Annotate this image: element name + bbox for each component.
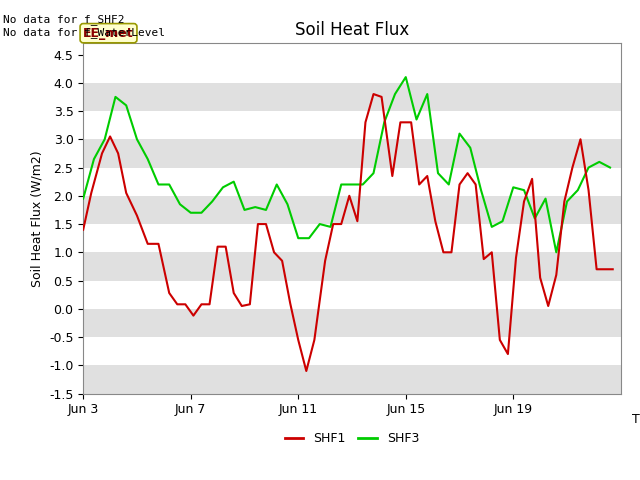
Bar bbox=[83, 309, 621, 337]
Bar bbox=[83, 139, 621, 168]
Bar bbox=[83, 365, 621, 394]
Bar bbox=[83, 252, 621, 281]
Bar bbox=[83, 196, 621, 224]
Legend: SHF1, SHF3: SHF1, SHF3 bbox=[280, 427, 424, 450]
Text: No data for f_SHF2
No data for f_WaterLevel: No data for f_SHF2 No data for f_WaterLe… bbox=[3, 14, 165, 38]
Text: EE_met: EE_met bbox=[83, 27, 134, 40]
Y-axis label: Soil Heat Flux (W/m2): Soil Heat Flux (W/m2) bbox=[31, 150, 44, 287]
Title: Soil Heat Flux: Soil Heat Flux bbox=[295, 21, 409, 39]
Bar bbox=[83, 83, 621, 111]
X-axis label: Time: Time bbox=[632, 413, 640, 426]
